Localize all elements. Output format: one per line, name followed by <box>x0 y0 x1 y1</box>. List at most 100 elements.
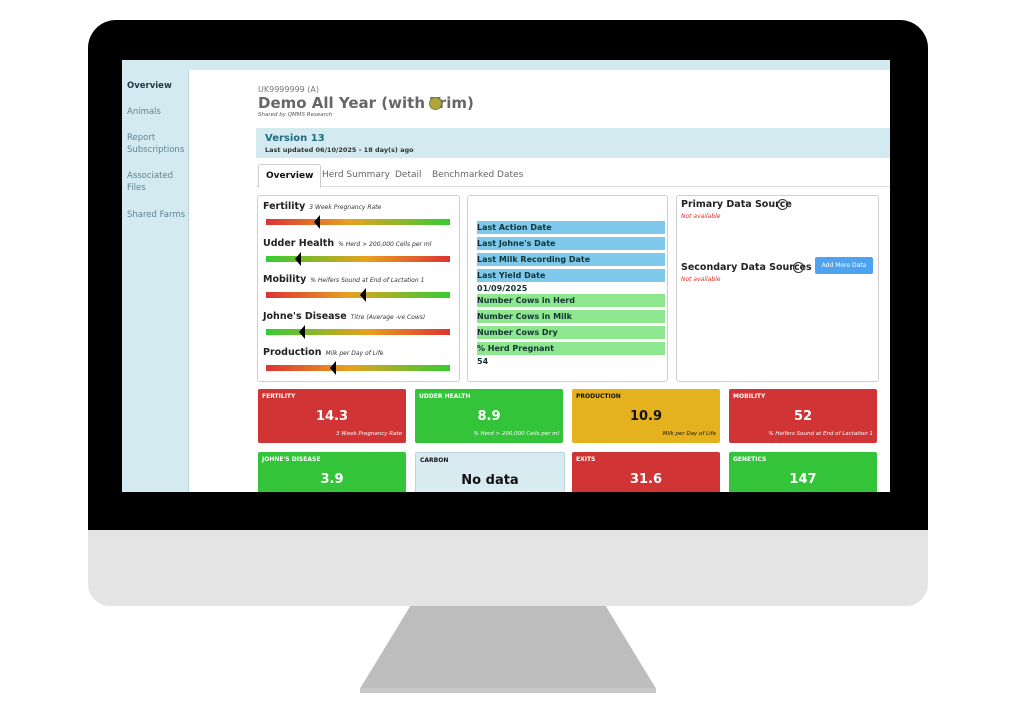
tile-value: 14.3 <box>315 409 349 424</box>
kpi-tile: PRODUCTION 10.9 Milk per Day of Life <box>572 389 720 443</box>
leaf-icon <box>429 97 442 110</box>
row-label: % Herd Pregnant <box>477 344 554 353</box>
gauge-label: Production Milk per Day of Life <box>263 347 384 358</box>
tile-caption: Milk per Day of Life <box>662 431 716 437</box>
row-label: Number Cows in Herd <box>477 296 575 305</box>
info-icon <box>777 199 788 210</box>
gauge-title: Mobility <box>263 274 307 285</box>
last-updated: Last updated 06/10/2025 - 18 day(s) ago <box>265 146 414 154</box>
gauge-bar <box>266 292 450 298</box>
gauge-bar <box>266 219 450 225</box>
tile-caption: 3 Week Pregnancy Rate <box>336 431 402 437</box>
gauge-bar <box>266 328 450 335</box>
tile-title: UDDER HEALTH <box>419 393 471 400</box>
nav-item[interactable]: Overview <box>127 81 172 91</box>
tile-value: 147 <box>789 472 817 487</box>
gauge-marker <box>330 361 337 375</box>
gauge-title: Johne's Disease <box>263 310 347 322</box>
gauge-marker <box>299 324 306 339</box>
gauge-label: Mobility% Heifers Sound at End of Lactat… <box>263 274 424 285</box>
nav-item[interactable]: Associated Files <box>127 171 174 193</box>
kpi-tile: CARBON No data <box>415 452 565 492</box>
gauge-label: Udder Health% Herd > 200,000 Cells per m… <box>263 238 431 249</box>
screen: Overview Animals Report Subscriptions Assoc… <box>122 60 890 492</box>
row-label: Number Cows in Milk <box>477 312 572 321</box>
kpi-tile: EXITS 31.6 <box>572 452 720 492</box>
tile-caption: % Heifers Sound at End of Lactation 1 <box>768 431 873 437</box>
tab[interactable]: Detail <box>395 170 422 180</box>
gauge-label: Johne's Disease Titre (Average -ve Cows) <box>263 311 425 322</box>
monitor-chin <box>88 530 928 606</box>
kpi-tile: UDDER HEALTH 8.9 % Herd > 200,000 Cells pe… <box>415 389 563 443</box>
gauge-panel: Fertility 3 Week Pregnancy Rate Udder Heal… <box>257 195 460 382</box>
tile-value: 52 <box>793 409 813 424</box>
add-data-button[interactable]: Add More Data <box>815 257 873 274</box>
gauge-marker <box>359 288 366 302</box>
gauge-title: Production <box>263 347 322 358</box>
row-label: Number Cows Dry <box>477 328 558 337</box>
page-title: Demo All Year (with Trim) <box>258 94 474 112</box>
row-label: Last Action Date <box>477 223 552 232</box>
tile-value: 3.9 <box>320 472 344 487</box>
summary-row: Number Cows in Herd108 <box>477 294 665 318</box>
sidebar: Overview Animals Report Subscriptions Assoc… <box>122 70 189 492</box>
kpi-tile: MOBILITY 52 % Heifers Sound at End of Lact… <box>729 389 877 443</box>
tile-title: MOBILITY <box>733 393 766 400</box>
tile-title: CARBON <box>420 457 449 464</box>
kpi-tile: FERTILITY 14.3 3 Week Pregnancy Rate <box>258 389 406 443</box>
nav-item[interactable]: Animals <box>127 107 161 117</box>
gauge-marker <box>295 251 302 266</box>
gauge-subtitle: Milk per Day of Life <box>325 350 384 357</box>
monitor-base <box>360 688 656 693</box>
primary-source-status: Not available <box>681 213 721 220</box>
herd-id: UK9999999 (A) <box>258 85 319 94</box>
source-panel: Primary Data Source Not available Second… <box>676 195 879 382</box>
tile-value: 10.9 <box>629 409 663 424</box>
gauge-subtitle: 3 Week Pregnancy Rate <box>309 204 382 211</box>
gauge-subtitle: % Heifers Sound at End of Lactation 1 <box>310 277 425 284</box>
monitor-stand <box>360 606 656 689</box>
summary-row: Last Johne's Date06/06/2025 <box>477 237 665 261</box>
tab[interactable]: Benchmarked Dates <box>432 170 524 180</box>
tile-title: FERTILITY <box>262 393 296 400</box>
gauge-bar <box>266 255 450 262</box>
gauge-subtitle: % Herd > 200,000 Cells per ml <box>338 240 432 248</box>
tile-value: No data <box>461 473 519 488</box>
tile-value: 31.6 <box>629 472 663 487</box>
gauge-label: Fertility 3 Week Pregnancy Rate <box>263 201 381 212</box>
version-banner <box>256 128 890 158</box>
summary-row: Number Cows Dry7 <box>477 326 665 350</box>
gauge-subtitle: Titre (Average -ve Cows) <box>350 313 426 321</box>
secondary-source-title: Secondary Data Sources <box>681 262 812 273</box>
tab[interactable]: Overview <box>258 164 322 188</box>
tab[interactable]: Herd Summary <box>322 170 390 180</box>
top-bar <box>122 60 890 70</box>
row-value: 54 <box>477 357 489 366</box>
nav-item[interactable]: Report Subscriptions <box>127 133 185 155</box>
summary-row: Last Yield Date 01/09/2025 <box>477 269 665 293</box>
tile-caption: % Herd > 200,000 Cells per ml <box>473 431 559 437</box>
gauge-bar <box>266 365 450 371</box>
tile-value: 8.9 <box>477 409 501 424</box>
row-value: 01/09/2025 <box>477 284 528 293</box>
secondary-source-status: Not available <box>681 276 721 283</box>
tile-title: PRODUCTION <box>576 393 621 400</box>
primary-source-title: Primary Data Source <box>681 199 792 210</box>
row-label: Last Yield Date <box>477 271 546 280</box>
tile-title: GENETICS <box>733 456 767 463</box>
nav-item[interactable]: Shared Farms <box>127 210 185 220</box>
version-title: Version 13 <box>265 133 325 144</box>
shared-by: Shared by QMMS Research <box>258 112 333 118</box>
kpi-tile: GENETICS 147 <box>729 452 877 492</box>
kpi-tile: JOHNE'S DISEASE 3.9 <box>258 452 406 492</box>
summary-row: % Herd Pregnant 54 <box>477 342 665 366</box>
gauge-title: Fertility <box>263 201 306 212</box>
tile-title: JOHNE'S DISEASE <box>262 456 321 463</box>
gauge-title: Udder Health <box>263 237 335 249</box>
summary-row: Number Cows in Milk101 <box>477 310 665 334</box>
row-label: Last Johne's Date <box>477 239 556 248</box>
